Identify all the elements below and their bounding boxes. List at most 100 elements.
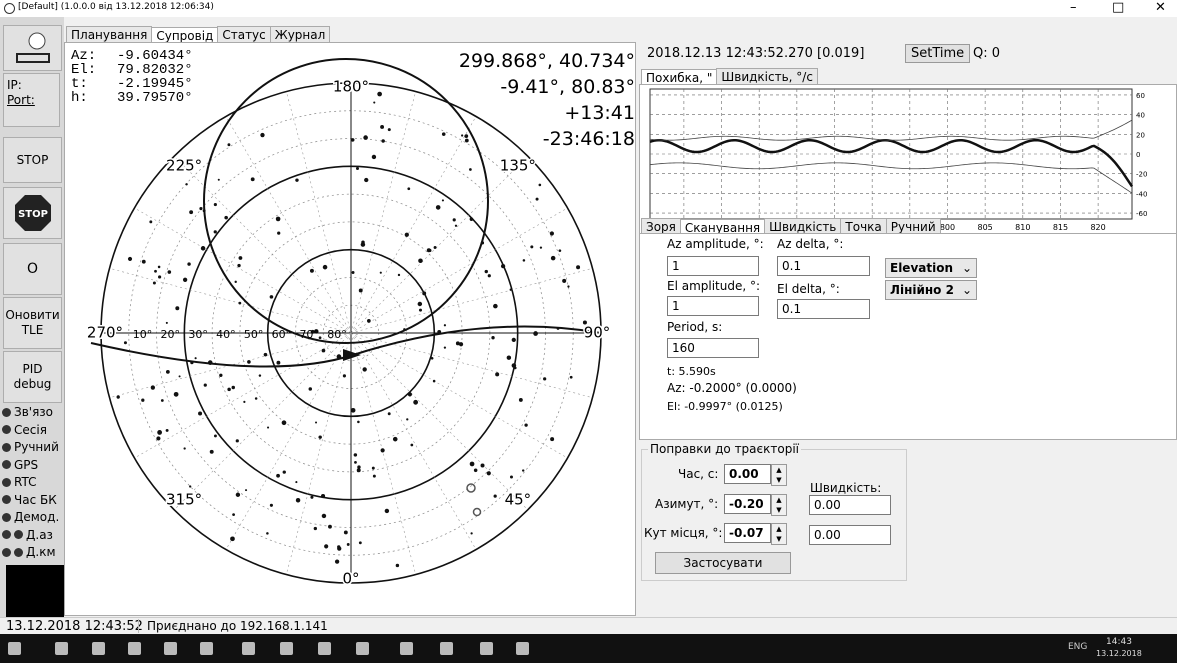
star (454, 224, 458, 227)
clock-date[interactable]: 13.12.2018 (1096, 649, 1142, 658)
az-amplitude-input[interactable]: 1 (667, 256, 759, 276)
star (567, 285, 570, 288)
tab[interactable]: Швидкість (764, 218, 842, 235)
star (417, 301, 423, 307)
tab[interactable]: Зоря (641, 218, 681, 235)
star (209, 449, 214, 454)
taskbar-icon[interactable] (356, 642, 369, 655)
taskbar-icon[interactable] (8, 642, 21, 655)
tab[interactable]: Точка (840, 218, 887, 235)
elevation-label: Кут місця, °: (644, 526, 723, 540)
spinner[interactable]: ▲ ▼ (771, 494, 787, 516)
clock-time[interactable]: 14:43 (1106, 637, 1132, 647)
azimuth-input[interactable]: -0.20 (724, 494, 771, 514)
update-tle-button[interactable]: Оновити TLE (3, 297, 62, 349)
taskbar-icon[interactable] (128, 642, 141, 655)
spinner[interactable]: ▲ ▼ (771, 464, 787, 486)
spinner[interactable]: ▲ ▼ (771, 523, 787, 545)
status-dot (14, 530, 23, 539)
tab[interactable]: Статус (217, 26, 271, 43)
star (346, 543, 350, 546)
law-select[interactable]: Лінійно 2 ⌄ (885, 280, 977, 300)
tab[interactable]: Ручний (885, 218, 941, 235)
tab[interactable]: Журнал (269, 26, 331, 43)
language[interactable]: ENG (1068, 642, 1088, 652)
star (173, 391, 179, 397)
close[interactable]: ✕ (1155, 0, 1166, 15)
az-delta-input[interactable]: 0.1 (777, 256, 870, 276)
mode-select[interactable]: Elevation ⌄ (885, 258, 977, 278)
star (247, 360, 251, 364)
tab[interactable]: Сканування (679, 219, 766, 236)
taskbar-icon[interactable] (440, 642, 453, 655)
taskbar-icon[interactable] (480, 642, 493, 655)
star (521, 469, 525, 472)
elevation-speed-input[interactable]: 0.00 (809, 525, 891, 545)
status-label: Ручний (14, 440, 59, 454)
window-title: [Default] (1.0.0.0 від 13.12.2018 12:06:… (18, 2, 214, 12)
mode-tabs: Зоря Сканування Швидкість Точка Ручний (641, 218, 941, 236)
star (469, 461, 475, 467)
star (469, 217, 474, 221)
period-input[interactable]: 160 (667, 338, 759, 358)
tab[interactable]: Планування (66, 26, 153, 43)
taskbar-icon[interactable] (55, 642, 68, 655)
connect-button[interactable] (3, 25, 62, 71)
star (413, 399, 419, 405)
tab[interactable]: Швидкість, °/с (716, 68, 818, 85)
azimuth-line (225, 116, 352, 334)
minimize[interactable]: – (1070, 0, 1077, 15)
status-dot (14, 547, 23, 557)
azimuth-speed-input[interactable]: 0.00 (809, 495, 891, 515)
settime-button[interactable]: SetTime (905, 44, 971, 63)
tab[interactable]: Похибка, " (641, 69, 718, 86)
scan-panel: Az amplitude, °: Az delta, °: 1 0.1 Elev… (639, 233, 1177, 440)
o-button[interactable]: O (3, 243, 62, 295)
tab[interactable]: Супровід (151, 27, 219, 44)
q-value: Q: 0 (973, 46, 1001, 61)
azimuth-label: 135° (500, 157, 536, 175)
stop-sign-button[interactable]: STOP (3, 187, 62, 239)
title-bar: [Default] (1.0.0.0 від 13.12.2018 12:06:… (0, 0, 1177, 17)
star (452, 218, 456, 222)
elevation-label: 70° (299, 328, 319, 341)
taskbar-icon[interactable] (280, 642, 293, 655)
el-delta-input[interactable]: 0.1 (777, 299, 870, 319)
star (458, 342, 464, 347)
star (217, 178, 220, 181)
star (428, 248, 432, 253)
star (506, 355, 512, 360)
taskbar-icon[interactable] (92, 642, 105, 655)
star (245, 489, 248, 492)
maximize[interactable]: □ (1112, 0, 1125, 15)
status-label: Час БК (14, 492, 57, 507)
star (235, 439, 239, 443)
star (397, 273, 401, 277)
elevation-input[interactable]: -0.07 (724, 523, 771, 543)
apply-button[interactable]: Застосувати (655, 552, 791, 574)
pid-debug-button[interactable]: PID debug (3, 351, 62, 403)
taskbar-icon[interactable] (516, 642, 529, 655)
star (486, 471, 491, 476)
taskbar-icon[interactable] (164, 642, 177, 655)
time-input[interactable]: 0.00 (724, 464, 771, 484)
star (123, 341, 127, 345)
star (562, 278, 567, 283)
time-label: Час, с: (678, 467, 719, 481)
taskbar-icon[interactable] (242, 642, 255, 655)
dropdown-arrow: ⌄ (961, 261, 972, 275)
azimuth-label: Азимут, °: (655, 497, 719, 511)
taskbar-icon[interactable] (318, 642, 331, 655)
ip-box[interactable]: IP: Port: (3, 73, 60, 127)
azimuth-label: 0° (342, 570, 359, 588)
star (582, 320, 587, 325)
star (509, 288, 512, 291)
el-amplitude-input[interactable]: 1 (667, 296, 759, 316)
taskbar-icon[interactable] (400, 642, 413, 655)
star (549, 231, 554, 236)
taskbar-icon[interactable] (200, 642, 213, 655)
corrections-group: Поправки до траєкторії Час, с: 0.00 ▲ ▼ Ш… (641, 442, 907, 581)
star (464, 138, 469, 143)
stop-button[interactable]: STOP (3, 137, 62, 183)
status-item: Ручний (2, 440, 59, 454)
